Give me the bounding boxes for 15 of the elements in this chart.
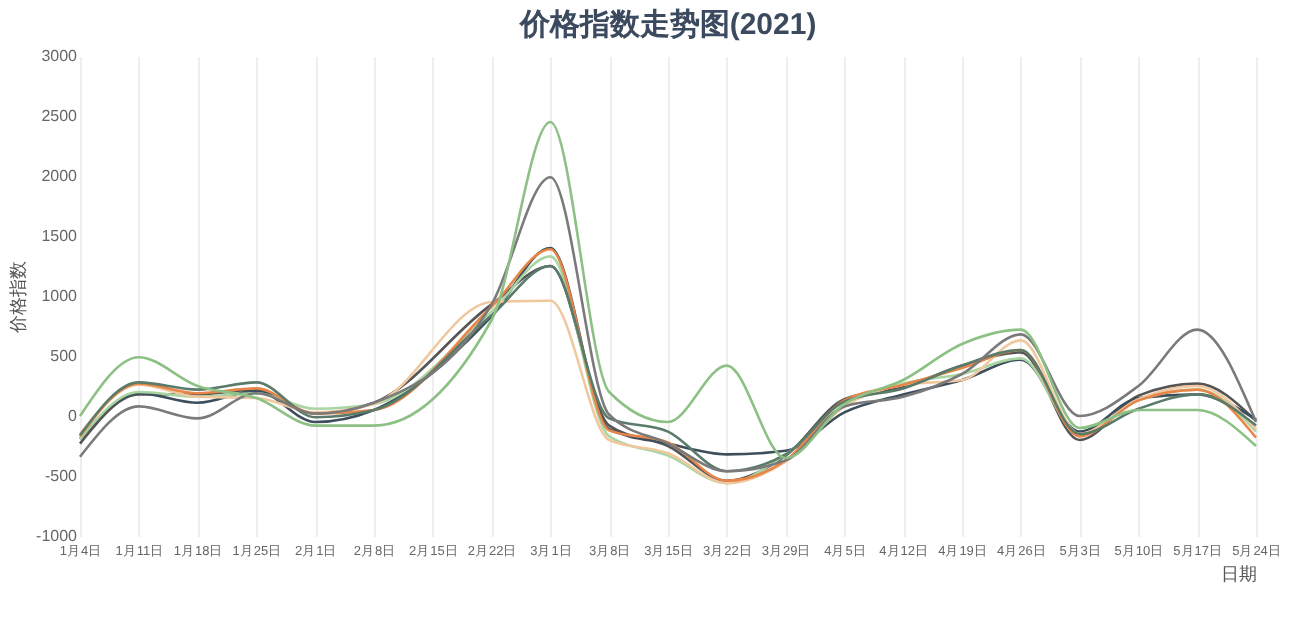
y-tick-label: 3000	[41, 47, 79, 65]
y-tick-label: -1000	[36, 527, 79, 545]
line-series	[78, 175, 1258, 473]
y-tick-label: 1500	[41, 227, 79, 245]
y-axis-title: 价格指数	[8, 261, 29, 335]
y-tick-label: -500	[44, 467, 79, 485]
line-series	[78, 299, 1258, 485]
chart-title: 价格指数走势图(2021)	[517, 8, 817, 42]
y-tick-label: 0	[68, 407, 79, 425]
y-tick-label: 2500	[41, 107, 79, 125]
line-series	[78, 120, 1258, 460]
x-axis-title: 日期	[1221, 564, 1257, 584]
y-tick-label: 2000	[41, 167, 79, 185]
y-tick-label: 1000	[41, 287, 79, 305]
y-tick-label: 500	[50, 347, 79, 365]
